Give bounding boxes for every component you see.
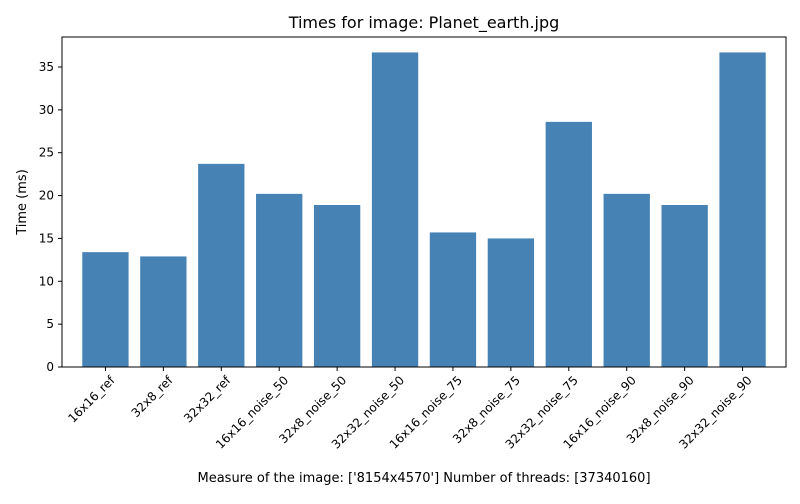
bar-16x16_noise_50: [256, 193, 303, 367]
bar-32x8_noise_90: [661, 205, 708, 367]
x-tick-label: 32x8_ref: [129, 373, 176, 420]
bar-32x32_ref: [198, 163, 245, 367]
y-tick-label: 5: [46, 317, 54, 331]
x-axis: 16x16_ref 32x8_ref 32x32_ref16x16_noise_50…: [65, 367, 755, 452]
y-tick-label: 20: [39, 189, 54, 203]
bar-32x32_noise_75: [545, 121, 592, 367]
y-tick-label: 0: [46, 360, 54, 374]
y-tick-label: 25: [39, 146, 54, 160]
bar-32x8_noise_50: [313, 205, 361, 367]
y-axis-label: Time (ms): [15, 169, 30, 236]
bar-32x32_noise_50: [371, 52, 419, 368]
bar-32x8_noise_75: [487, 238, 535, 367]
x-tick-label: 32x32_ref: [181, 373, 234, 426]
bars-group: [82, 52, 766, 368]
y-axis: 0 5 10 15 20 25 30 35: [39, 60, 62, 374]
y-tick-label: 35: [39, 60, 54, 74]
plot-frame: [61, 36, 787, 368]
y-tick-label: 15: [39, 231, 54, 245]
y-tick-label: 30: [39, 103, 54, 117]
x-tick-label: 16x16_ref: [65, 373, 118, 426]
bar-32x8_ref: [140, 256, 187, 367]
bar-32x32_noise_90: [719, 52, 766, 368]
chart-title: Times for image: Planet_earth.jpg: [288, 13, 560, 33]
x-axis-label: Measure of the image: ['8154x4570'] Numb…: [197, 471, 650, 486]
y-tick-label: 10: [39, 274, 54, 288]
bar-16x16_ref: [82, 252, 129, 367]
bar-16x16_noise_75: [429, 232, 477, 367]
bar-16x16_noise_90: [603, 193, 650, 367]
